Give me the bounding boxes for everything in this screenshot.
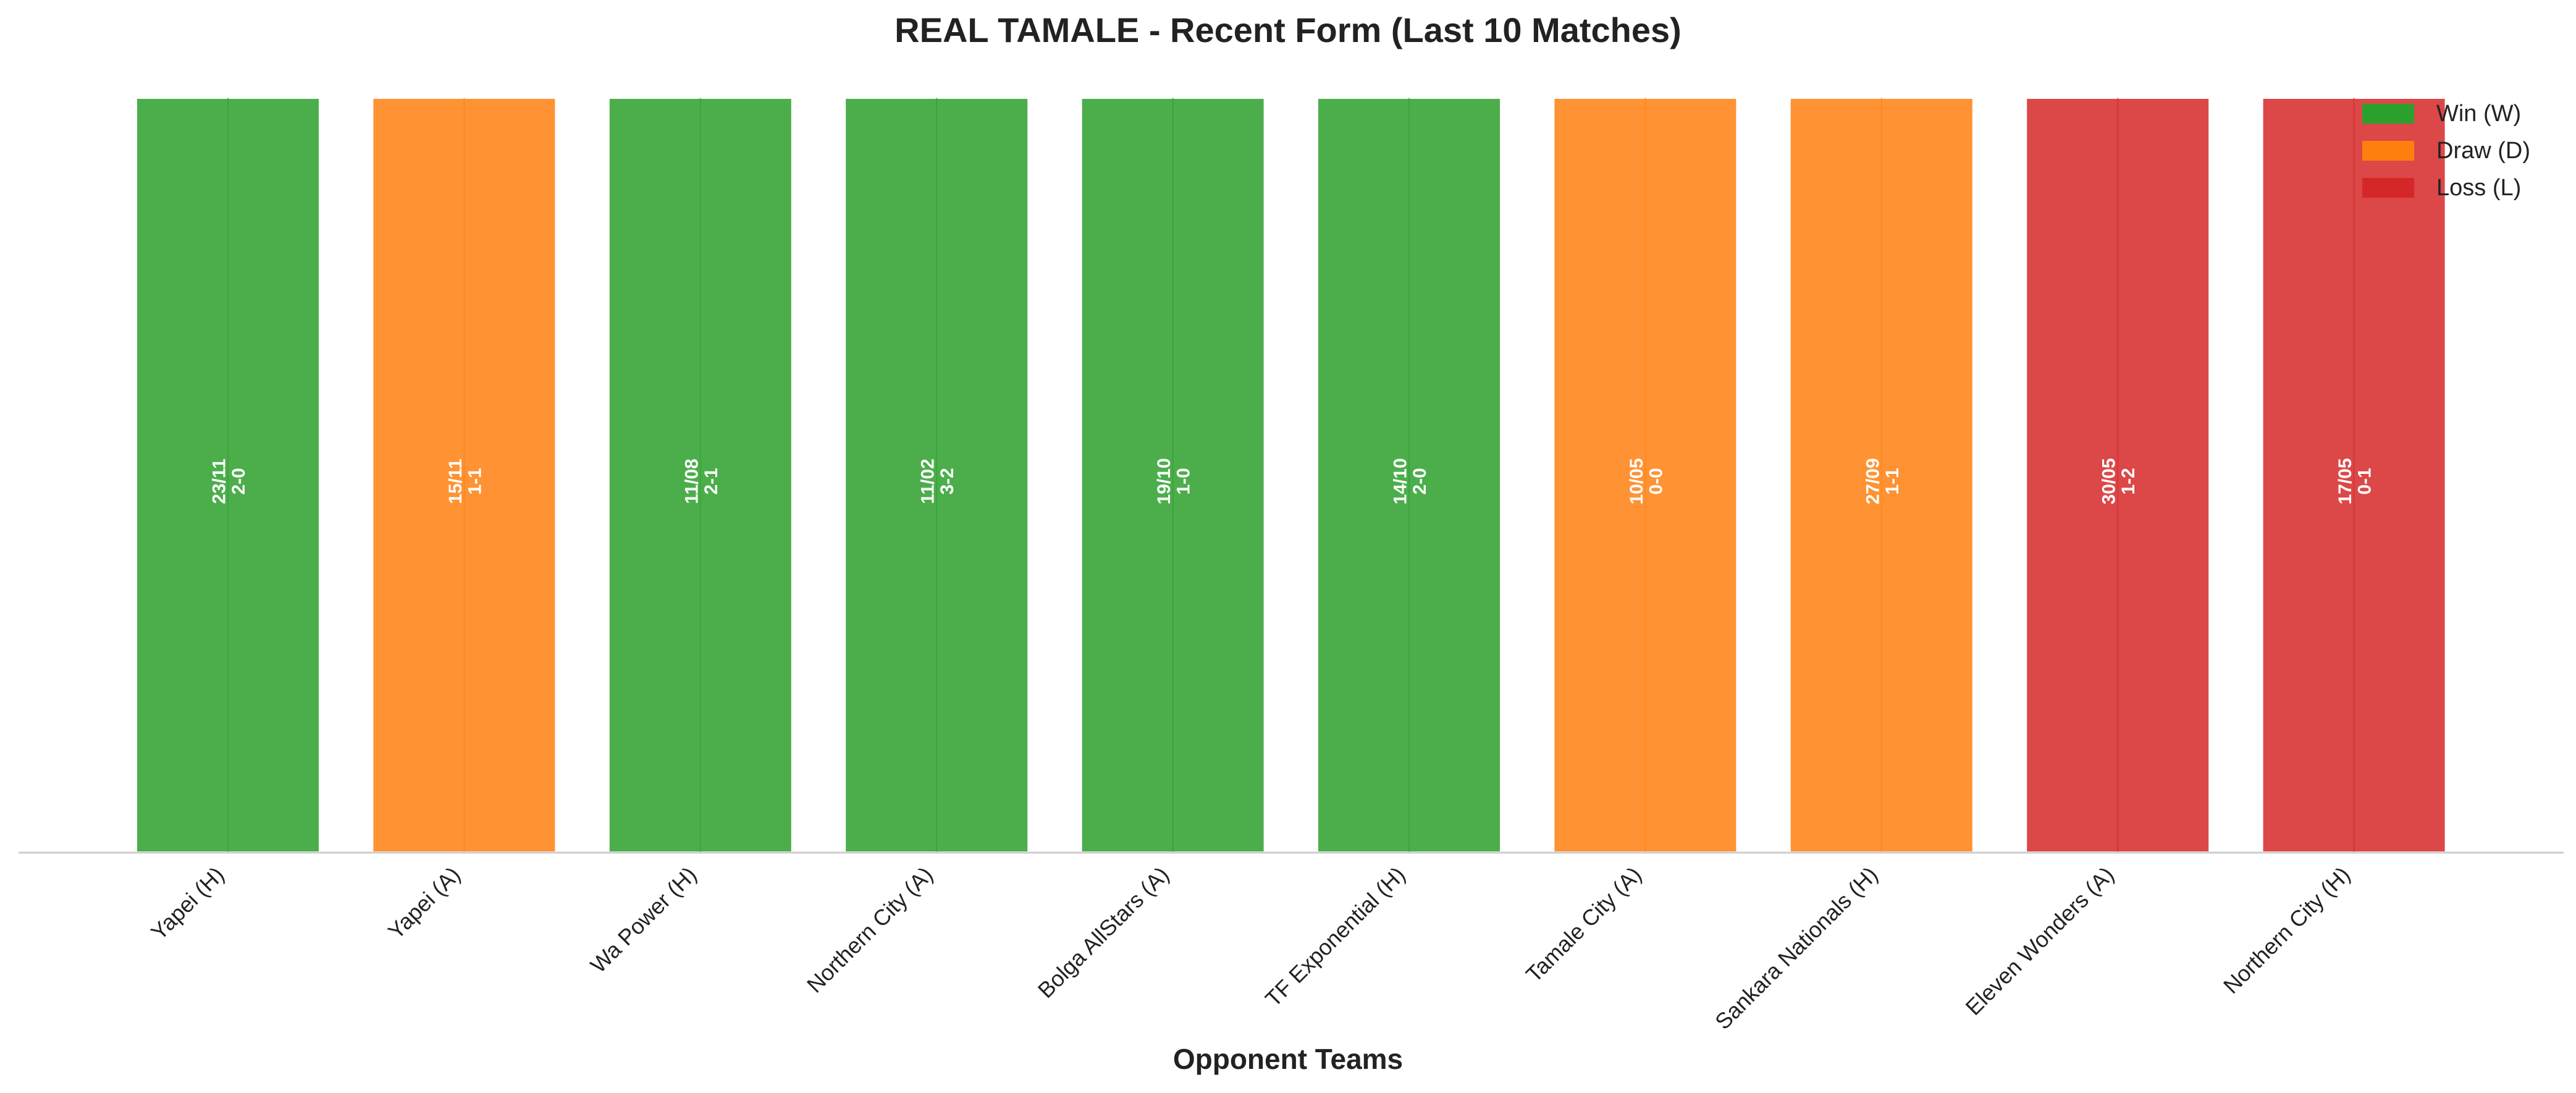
bar-date-3: 11/08	[681, 458, 702, 504]
bar-score-9: 1-2	[2118, 468, 2139, 494]
legend-swatch-d	[2362, 141, 2414, 161]
bar-label-10: 17/050-1	[2335, 458, 2375, 504]
bar-score-5: 1-0	[1174, 468, 1194, 494]
bar-date-1: 23/11	[209, 458, 230, 504]
x-tick-label-4: Northern City (A)	[802, 862, 938, 998]
x-tick-label-5: Bolga AllStars (A)	[1033, 862, 1174, 1003]
x-tick-label-10: Northern City (H)	[2218, 862, 2355, 998]
bar-score-6: 2-0	[1410, 468, 1430, 494]
bar-date-6: 14/10	[1391, 458, 1411, 504]
x-axis-label: Opponent Teams	[1173, 1043, 1403, 1075]
bar-score-7: 0-0	[1646, 468, 1666, 494]
x-tick-label-2: Yapei (A)	[383, 862, 465, 944]
legend-swatch-l	[2362, 178, 2414, 198]
x-tick-labels: Yapei (H) Yapei (A) Wa Power (H) Northern C…	[146, 862, 2355, 1034]
bar-label-1: 23/112-0	[209, 458, 250, 504]
x-tick-label-1: Yapei (H)	[146, 862, 229, 945]
bar-score-2: 1-1	[465, 468, 485, 494]
bar-label-5: 19/101-0	[1154, 458, 1194, 504]
bar-date-4: 11/02	[918, 458, 938, 504]
legend-label-l: Loss (L)	[2436, 175, 2521, 201]
x-tick-label-7: Tamale City (A)	[1521, 862, 1646, 987]
bar-date-9: 30/05	[2099, 458, 2119, 504]
bars-layer: 23/112-0 15/111-1 11/082-1 11/023-2 19/101-0…	[135, 96, 2448, 854]
bar-date-10: 17/05	[2335, 458, 2355, 504]
bar-label-9: 30/051-2	[2099, 458, 2139, 504]
bar-score-3: 2-1	[701, 468, 722, 494]
bar-label-6: 14/102-0	[1391, 458, 1431, 504]
bar-date-5: 19/10	[1154, 458, 1174, 504]
bar-label-7: 10/050-0	[1627, 458, 1667, 504]
bar-label-8: 27/091-1	[1863, 458, 1903, 504]
bar-label-4: 11/023-2	[918, 458, 958, 504]
bar-score-10: 0-1	[2355, 468, 2375, 494]
x-tick-label-3: Wa Power (H)	[586, 862, 702, 978]
x-tick-label-8: Sankara Nationals (H)	[1710, 862, 1882, 1034]
legend-swatch-w	[2362, 104, 2414, 124]
bar-score-4: 3-2	[937, 468, 958, 494]
legend-label-d: Draw (D)	[2436, 138, 2530, 164]
legend-label-w: Win (W)	[2436, 101, 2521, 127]
bar-score-8: 1-1	[1882, 468, 1903, 494]
legend: Win (W) Draw (D) Loss (L)	[2362, 101, 2530, 201]
chart-title: REAL TAMALE - Recent Form (Last 10 Match…	[894, 11, 1682, 49]
bar-score-1: 2-0	[229, 468, 249, 494]
x-tick-label-6: TF Exponential (H)	[1260, 862, 1410, 1012]
bar-date-7: 10/05	[1627, 458, 1647, 504]
bar-date-2: 15/11	[445, 458, 466, 504]
bar-label-2: 15/111-1	[445, 458, 486, 504]
bar-label-3: 11/082-1	[681, 458, 722, 504]
x-tick-label-9: Eleven Wonders (A)	[1961, 862, 2119, 1020]
bar-date-8: 27/09	[1863, 458, 1883, 504]
